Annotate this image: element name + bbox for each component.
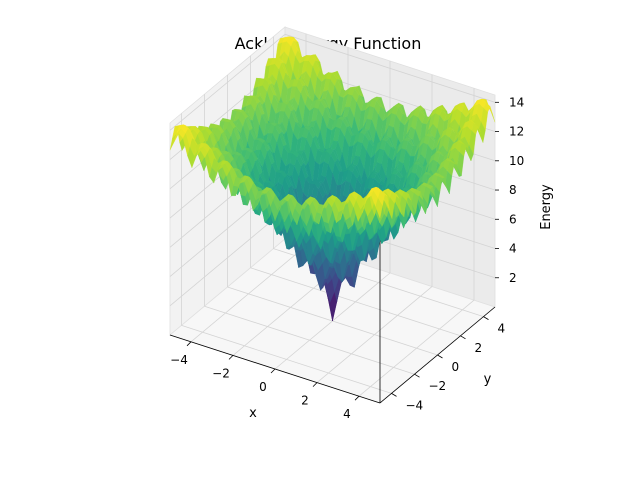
y-tick-label: 4 — [498, 322, 506, 336]
grid-line — [250, 267, 461, 337]
y-tick-mark — [414, 373, 420, 378]
surface-patch — [375, 198, 383, 219]
x-axis-label: x — [249, 406, 257, 421]
z-tick-label: 2 — [509, 271, 517, 285]
x-tick-label: 4 — [343, 407, 351, 421]
surface-mesh — [169, 36, 496, 322]
x-tick-label: 2 — [301, 394, 309, 408]
grid-line — [169, 209, 286, 307]
z-tick-label: 4 — [509, 242, 517, 256]
z-axis-ticks: 2 4 6 8 10 12 14 — [509, 95, 524, 284]
z-tick-label: 12 — [509, 125, 524, 139]
z-axis-label: Energy — [539, 184, 554, 230]
x-tick-mark — [354, 395, 360, 401]
x-axis-ticks: −4 −2 0 2 4 — [170, 353, 351, 421]
x-tick-mark — [186, 341, 192, 347]
grid-line — [284, 33, 496, 103]
grid-line — [169, 34, 286, 131]
z-tick-label: 10 — [509, 154, 524, 168]
grid-line — [204, 305, 415, 375]
y-tick-label: −4 — [406, 398, 424, 412]
x-tick-label: 0 — [259, 380, 267, 394]
y-tick-label: 2 — [475, 341, 483, 355]
y-tick-label: 0 — [452, 360, 460, 374]
x-tick-label: −4 — [170, 353, 188, 367]
y-tick-mark — [460, 335, 466, 340]
z-tick-label: 8 — [509, 183, 517, 197]
y-tick-label: −2 — [429, 379, 447, 393]
z-tick-label: 14 — [509, 95, 524, 109]
y-tick-mark — [391, 393, 397, 397]
y-axis-label: y — [484, 372, 492, 387]
y-axis-ticks: −4 −2 0 2 4 — [406, 322, 506, 413]
grid-line — [181, 325, 392, 394]
z-tick-label: 6 — [509, 212, 517, 226]
y-tick-mark — [483, 316, 489, 320]
x-tick-label: −2 — [212, 366, 230, 380]
x-tick-mark — [312, 382, 318, 387]
x-tick-mark — [228, 355, 234, 360]
x-tick-mark — [270, 368, 276, 374]
y-tick-mark — [437, 354, 443, 359]
